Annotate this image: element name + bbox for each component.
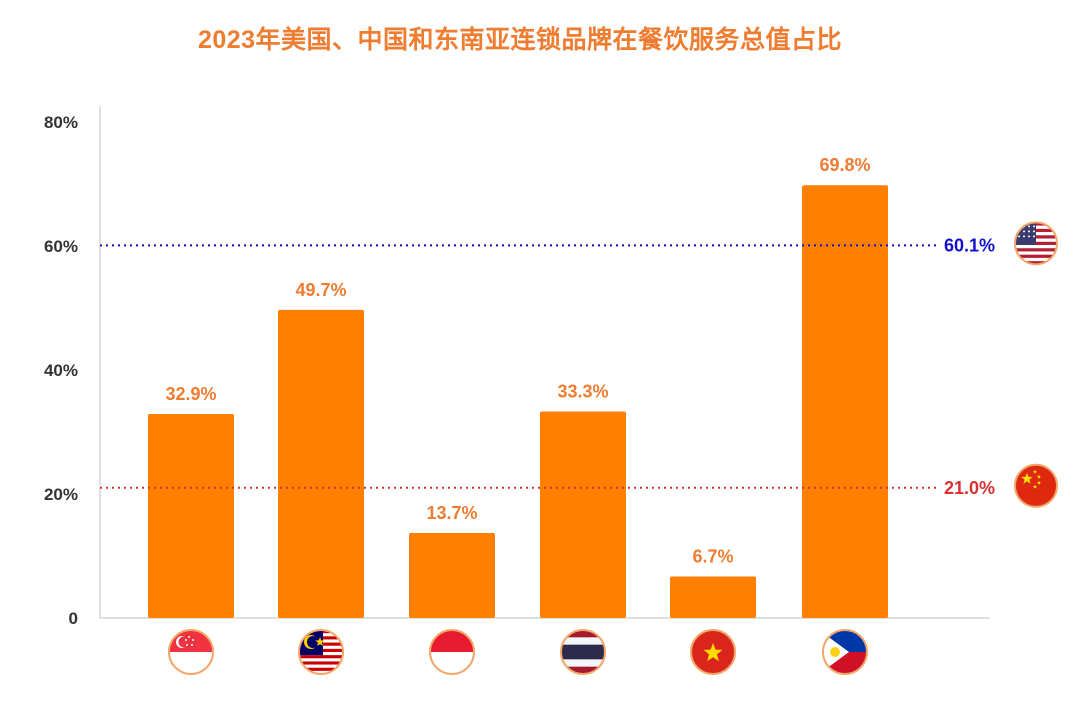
bar-value-label: 33.3% <box>557 382 608 402</box>
bar-value-label: 69.8% <box>819 155 870 175</box>
malaysia-flag <box>298 629 344 675</box>
bar <box>278 309 364 618</box>
philippines-flag <box>822 629 868 675</box>
bar <box>540 411 626 618</box>
chart-title: 2023年美国、中国和东南亚连锁品牌在餐饮服务总值占比 <box>197 26 843 54</box>
y-tick-label: 80% <box>44 113 78 132</box>
bar <box>802 185 888 619</box>
singapore-flag <box>168 629 214 675</box>
bar-value-label: 32.9% <box>165 384 216 404</box>
bar-value-label: 13.7% <box>426 503 477 523</box>
reference-line-label-cn: 21.0% <box>944 478 995 498</box>
indonesia-flag <box>429 629 475 675</box>
y-tick-label: 40% <box>44 361 78 380</box>
vietnam-flag <box>690 629 736 675</box>
y-tick-label: 20% <box>44 485 78 504</box>
thailand-flag <box>560 629 606 675</box>
y-tick-label: 0 <box>69 609 78 628</box>
bar <box>409 533 495 618</box>
usa-flag <box>1014 221 1058 266</box>
bar-value-label: 49.7% <box>295 280 346 300</box>
y-tick-label: 60% <box>44 237 78 256</box>
china-flag <box>1014 463 1058 508</box>
bar <box>148 414 234 618</box>
bar <box>670 576 756 618</box>
reference-line-label-us: 60.1% <box>944 235 995 255</box>
bar-value-label: 6.7% <box>692 546 733 566</box>
